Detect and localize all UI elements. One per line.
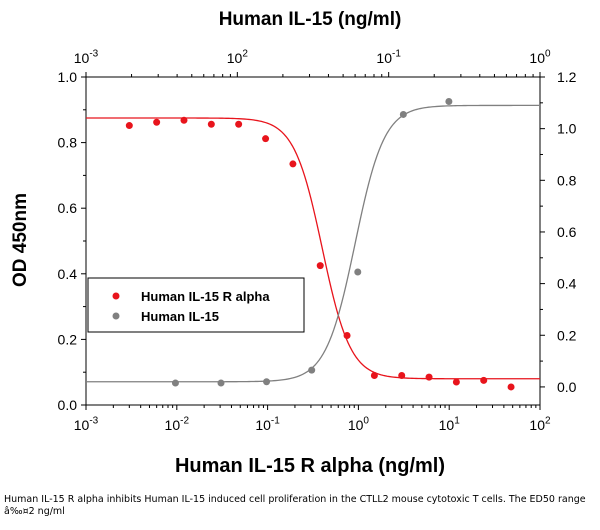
legend: Human IL-15 R alpha Human IL-15 — [87, 277, 305, 333]
top-tick-label: 10-3 — [74, 49, 99, 66]
y-axis-label: OD 450nm — [10, 193, 31, 287]
data-point-il15ra — [316, 262, 324, 270]
bottom-axis-ticks: 10-3 10-2 10-1 100 101 102 — [74, 405, 551, 433]
x-tick-label: 10-3 — [74, 416, 99, 433]
data-point-il15ra — [398, 371, 406, 379]
chart: Human IL-15 (ng/ml) 10-3 102 10-1 100 0.00.… — [10, 9, 577, 477]
legend-marker-il15 — [112, 312, 120, 320]
data-point-il15ra — [452, 378, 460, 386]
data-point-il15 — [308, 366, 316, 374]
top-axis-title: Human IL-15 (ng/ml) — [219, 9, 402, 30]
legend-box — [87, 277, 305, 333]
data-point-il15 — [171, 379, 179, 387]
legend-label-il15ra: Human IL-15 R alpha — [141, 289, 270, 304]
figure-caption: Human IL-15 R alpha inhibits Human IL-15… — [4, 494, 586, 517]
x-axis-label: Human IL-15 R alpha (ng/ml) — [175, 455, 445, 477]
x-tick-label: 10-2 — [165, 416, 190, 433]
legend-label-il15: Human IL-15 — [141, 309, 219, 324]
data-point-il15 — [263, 378, 271, 386]
right-tick-label: 0.4 — [557, 276, 577, 292]
right-tick-label: 0.2 — [557, 327, 577, 343]
data-point-il15ra — [207, 120, 215, 128]
right-tick-label: 0.0 — [557, 379, 577, 395]
fit-curve-il15ra — [86, 117, 540, 380]
data-point-il15ra — [180, 116, 188, 124]
top-tick-label: 10-1 — [376, 49, 401, 66]
plot-border — [85, 76, 541, 406]
data-point-il15 — [217, 379, 225, 387]
y-tick-label: 0.8 — [58, 135, 78, 151]
top-axis-ticks: 10-3 102 10-1 100 — [74, 49, 551, 77]
data-point-il15 — [445, 98, 453, 106]
left-axis-ticks: 0.0 0.2 0.4 0.6 0.8 1.0 — [58, 69, 86, 413]
top-tick-label: 100 — [529, 49, 551, 66]
fit-curves — [86, 104, 540, 383]
y-tick-label: 0.4 — [58, 266, 78, 282]
x-tick-label: 102 — [529, 416, 551, 433]
data-point-il15ra — [507, 383, 515, 391]
right-tick-label: 1.0 — [557, 121, 577, 137]
right-axis-ticks: 0.0 0.2 0.4 0.6 0.8 1.0 1.2 — [540, 69, 577, 395]
y-tick-label: 1.0 — [58, 69, 78, 85]
data-point-il15 — [354, 268, 362, 276]
data-point-il15ra — [425, 373, 433, 381]
data-point-il15ra — [262, 135, 270, 143]
y-tick-label: 0.6 — [58, 200, 78, 216]
x-tick-label: 100 — [348, 416, 370, 433]
y-tick-label: 0.0 — [58, 397, 78, 413]
x-tick-label: 101 — [439, 416, 461, 433]
y-tick-label: 0.2 — [58, 331, 78, 347]
fit-curve-il15 — [86, 104, 540, 383]
right-tick-label: 0.6 — [557, 224, 577, 240]
x-tick-label: 10-1 — [255, 416, 280, 433]
right-tick-label: 1.2 — [557, 69, 577, 85]
plot-frame — [85, 76, 541, 406]
data-point-il15ra — [153, 118, 161, 126]
data-point-il15ra — [125, 122, 133, 130]
legend-marker-il15ra — [112, 292, 120, 300]
data-point-il15ra — [289, 160, 297, 168]
data-point-il15ra — [343, 331, 351, 339]
data-point-il15ra — [235, 120, 243, 128]
top-tick-label: 102 — [227, 49, 249, 66]
data-point-il15ra — [480, 376, 488, 384]
data-points — [125, 98, 515, 391]
data-point-il15ra — [370, 371, 378, 379]
right-tick-label: 0.8 — [557, 172, 577, 188]
data-point-il15 — [399, 110, 407, 118]
